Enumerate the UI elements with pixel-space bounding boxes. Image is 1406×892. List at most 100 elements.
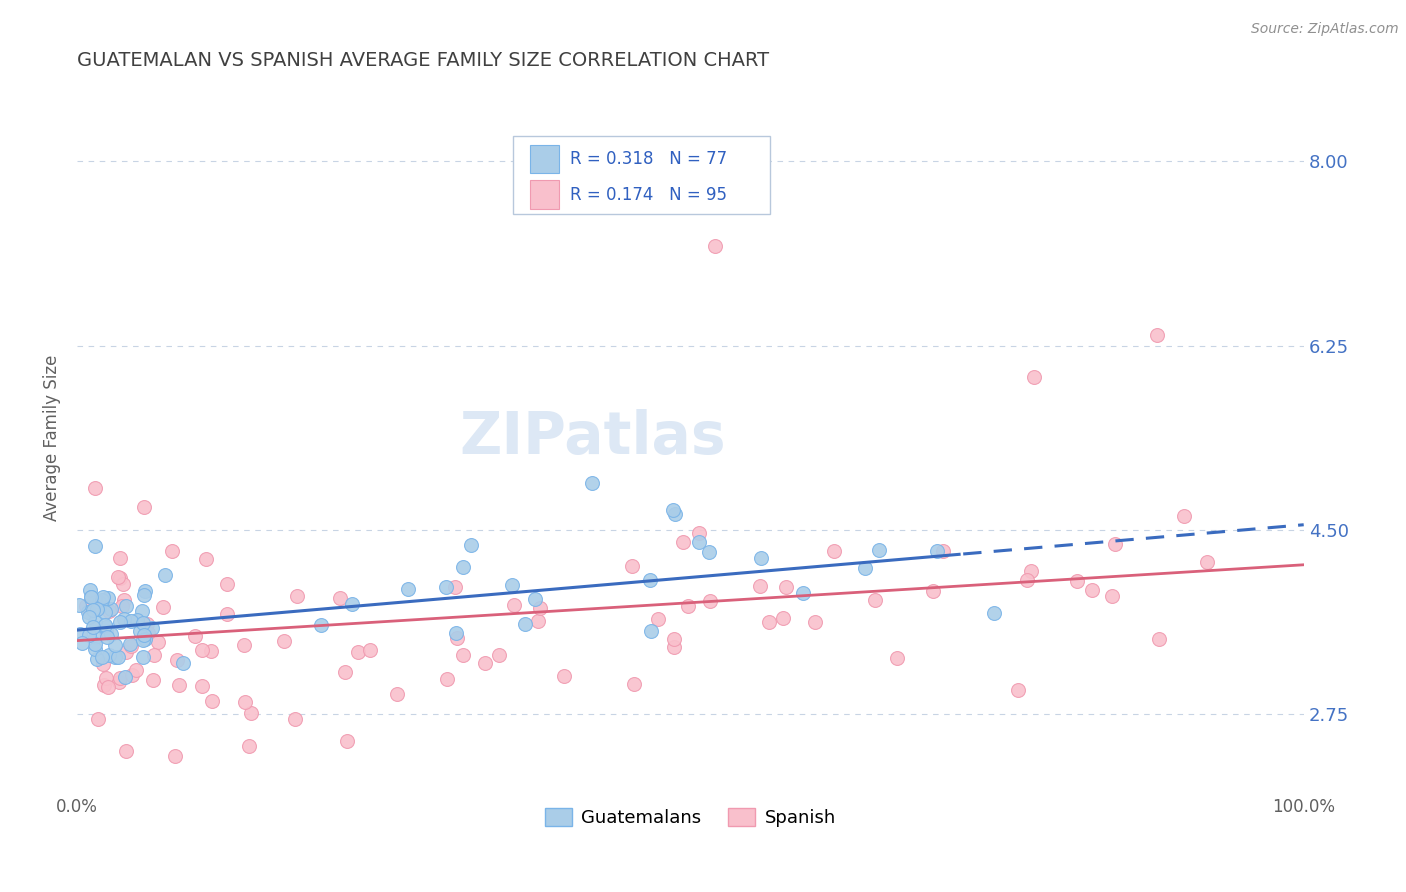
Guatemalans [640,624,662,638]
Guatemalans [132,633,155,648]
Guatemalans [524,592,547,607]
Guatemalans [118,637,141,651]
Spanish [87,712,110,726]
Guatemalans [91,593,114,607]
Spanish [1066,574,1088,588]
Guatemalans [983,606,1005,620]
Spanish [922,583,945,598]
Spanish [107,675,129,690]
Spanish [93,678,115,692]
Spanish [664,640,686,655]
Guatemalans [640,573,662,587]
Spanish [146,635,169,649]
Guatemalans [98,648,121,663]
Spanish [142,648,165,662]
Guatemalans [83,637,105,651]
Guatemalans [115,599,138,613]
Spanish [217,577,239,591]
Guatemalans [309,618,332,632]
Guatemalans [132,616,155,631]
Guatemalans [460,538,482,552]
Guatemalans [89,599,111,614]
Guatemalans [104,638,127,652]
Spanish [758,615,780,630]
Spanish [703,238,725,252]
Spanish [451,648,474,663]
Spanish [676,599,699,613]
Spanish [1022,370,1045,384]
Guatemalans [77,609,100,624]
FancyBboxPatch shape [530,145,560,173]
Spanish [201,693,224,707]
Spanish [502,598,524,612]
Guatemalans [749,550,772,565]
Spanish [195,551,218,566]
Spanish [75,599,97,613]
Spanish [804,615,827,629]
Guatemalans [134,628,156,642]
Guatemalans [396,582,419,596]
Spanish [865,593,887,607]
Guatemalans [581,475,603,490]
Spanish [1101,589,1123,603]
Spanish [91,657,114,671]
Spanish [1015,573,1038,587]
Spanish [160,544,183,558]
Guatemalans [96,620,118,634]
Spanish [1173,508,1195,523]
Legend: Guatemalans, Spanish: Guatemalans, Spanish [538,800,844,834]
Guatemalans [77,605,100,619]
Spanish [191,679,214,693]
Guatemalans [100,627,122,641]
FancyBboxPatch shape [513,136,770,214]
Spanish [931,543,953,558]
Guatemalans [104,649,127,664]
Spanish [359,642,381,657]
Text: R = 0.318   N = 77: R = 0.318 N = 77 [571,150,727,168]
Spanish [1007,683,1029,698]
Spanish [152,600,174,615]
Spanish [142,673,165,687]
Spanish [84,481,107,495]
Spanish [748,579,770,593]
Guatemalans [134,632,156,646]
Spanish [191,643,214,657]
Spanish [823,544,845,558]
Spanish [436,672,458,686]
Guatemalans [925,544,948,558]
Guatemalans [89,595,111,609]
Guatemalans [513,616,536,631]
Spanish [108,550,131,565]
Spanish [347,645,370,659]
Spanish [336,733,359,747]
Guatemalans [853,560,876,574]
Spanish [111,577,134,591]
Guatemalans [91,590,114,604]
Spanish [97,604,120,618]
Spanish [273,633,295,648]
Guatemalans [94,618,117,632]
Guatemalans [96,630,118,644]
Guatemalans [444,625,467,640]
FancyBboxPatch shape [530,180,560,209]
Spanish [444,580,467,594]
Spanish [233,639,256,653]
Spanish [166,653,188,667]
Guatemalans [83,540,105,554]
Spanish [167,678,190,692]
Spanish [1019,564,1042,578]
Spanish [108,671,131,685]
Guatemalans [434,580,457,594]
Text: R = 0.174   N = 95: R = 0.174 N = 95 [571,186,727,203]
Spanish [96,671,118,685]
Guatemalans [69,627,91,641]
Spanish [135,616,157,631]
Spanish [284,712,307,726]
Guatemalans [84,630,107,644]
Spanish [672,534,695,549]
Guatemalans [688,535,710,549]
Guatemalans [72,635,94,649]
Text: Source: ZipAtlas.com: Source: ZipAtlas.com [1251,22,1399,37]
Guatemalans [77,627,100,641]
Guatemalans [67,598,90,612]
